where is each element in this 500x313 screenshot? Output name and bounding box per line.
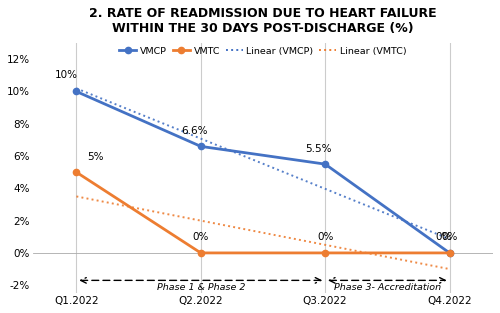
Title: 2. RATE OF READMISSION DUE TO HEART FAILURE
WITHIN THE 30 DAYS POST-DISCHARGE (%: 2. RATE OF READMISSION DUE TO HEART FAIL… xyxy=(89,7,437,35)
VMCP xyxy=(74,90,80,93)
Text: Phase 3- Accreditation: Phase 3- Accreditation xyxy=(334,283,441,292)
VMCP xyxy=(446,251,452,255)
Line: VMCP: VMCP xyxy=(74,88,452,256)
VMTC xyxy=(74,170,80,174)
Text: 5%: 5% xyxy=(87,152,104,162)
VMTC xyxy=(198,251,204,255)
VMCP xyxy=(198,145,204,148)
Text: 0%: 0% xyxy=(442,233,458,243)
Text: 0%: 0% xyxy=(192,233,209,243)
VMTC xyxy=(322,251,328,255)
Text: 0%: 0% xyxy=(435,233,452,243)
VMTC xyxy=(446,251,452,255)
Text: 0%: 0% xyxy=(317,233,334,243)
Text: Phase 1 & Phase 2: Phase 1 & Phase 2 xyxy=(156,283,245,292)
Text: 5.5%: 5.5% xyxy=(306,144,332,154)
VMCP xyxy=(322,162,328,166)
Text: 6.6%: 6.6% xyxy=(182,126,208,136)
Line: VMTC: VMTC xyxy=(74,169,452,256)
Legend: VMCP, VMTC, Linear (VMCP), Linear (VMTC): VMCP, VMTC, Linear (VMCP), Linear (VMTC) xyxy=(116,43,410,59)
Text: 10%: 10% xyxy=(55,70,78,80)
